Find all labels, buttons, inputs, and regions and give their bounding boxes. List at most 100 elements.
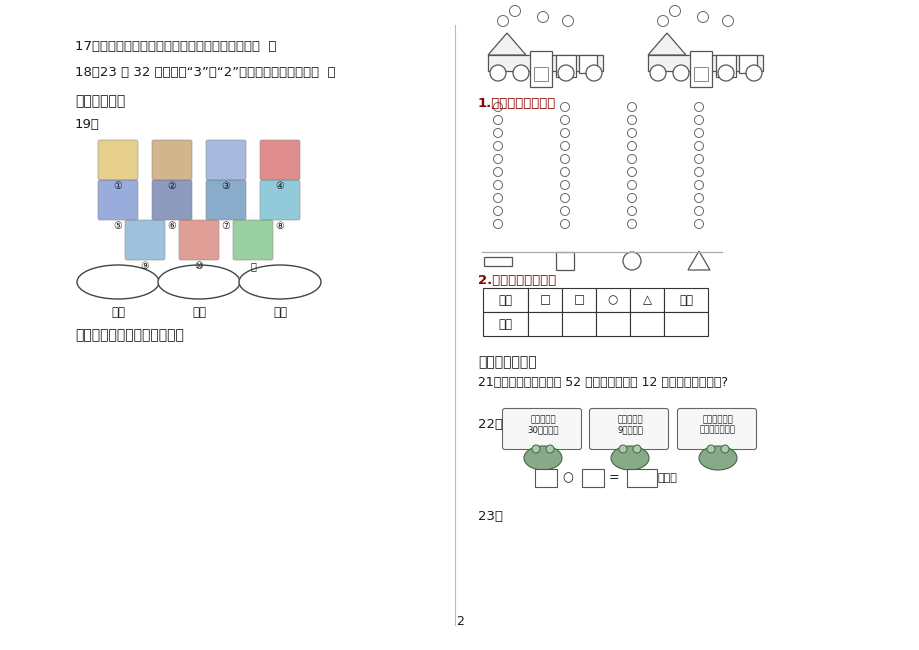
Text: 三、分一分。: 三、分一分。 — [75, 94, 125, 108]
Circle shape — [618, 445, 627, 453]
Circle shape — [697, 12, 708, 23]
Circle shape — [650, 65, 665, 81]
Circle shape — [562, 16, 573, 27]
Ellipse shape — [77, 265, 159, 299]
Circle shape — [509, 5, 520, 16]
Circle shape — [622, 252, 641, 270]
Circle shape — [627, 194, 636, 203]
Text: ⑩: ⑩ — [195, 261, 203, 271]
Circle shape — [694, 103, 703, 112]
Circle shape — [493, 129, 502, 138]
Ellipse shape — [524, 446, 562, 470]
Text: △: △ — [641, 294, 651, 307]
FancyBboxPatch shape — [676, 408, 755, 450]
Bar — [630, 312, 664, 336]
Circle shape — [627, 220, 636, 229]
Circle shape — [493, 103, 502, 112]
Circle shape — [694, 116, 703, 125]
Bar — [482, 288, 528, 312]
Circle shape — [493, 220, 502, 229]
FancyBboxPatch shape — [260, 180, 300, 220]
Circle shape — [627, 116, 636, 125]
Text: 四、你能整理下面的图形吗？: 四、你能整理下面的图形吗？ — [75, 328, 184, 342]
Circle shape — [560, 168, 569, 177]
Circle shape — [745, 65, 761, 81]
Circle shape — [694, 220, 703, 229]
Bar — [693, 67, 708, 81]
Text: 他们俩一共吃
了多少只害虫？: 他们俩一共吃 了多少只害虫？ — [699, 415, 735, 434]
Circle shape — [537, 12, 548, 23]
Circle shape — [627, 103, 636, 112]
Bar — [535, 469, 556, 487]
Circle shape — [493, 194, 502, 203]
Text: ⑥: ⑥ — [167, 221, 176, 231]
Bar — [738, 55, 756, 73]
Text: 玩具: 玩具 — [111, 306, 125, 319]
Circle shape — [560, 194, 569, 203]
Circle shape — [560, 116, 569, 125]
Circle shape — [493, 181, 502, 190]
Ellipse shape — [239, 265, 321, 299]
Text: （只）: （只） — [656, 473, 676, 483]
Circle shape — [632, 445, 641, 453]
Bar — [529, 51, 551, 87]
Circle shape — [493, 207, 502, 216]
Circle shape — [694, 207, 703, 216]
Text: 今天我吃了
9只害虫。: 今天我吃了 9只害虫。 — [617, 415, 642, 434]
Circle shape — [493, 116, 502, 125]
Text: 2: 2 — [456, 615, 463, 628]
Circle shape — [513, 65, 528, 81]
Bar — [482, 312, 528, 336]
Circle shape — [560, 207, 569, 216]
Text: ①: ① — [114, 181, 122, 191]
Bar — [689, 51, 711, 87]
Circle shape — [490, 65, 505, 81]
Circle shape — [706, 445, 714, 453]
FancyBboxPatch shape — [206, 180, 245, 220]
Circle shape — [545, 445, 553, 453]
Circle shape — [497, 16, 508, 27]
Circle shape — [694, 181, 703, 190]
Text: ⑧: ⑧ — [276, 221, 284, 231]
Bar — [555, 252, 573, 270]
Circle shape — [669, 5, 680, 16]
FancyBboxPatch shape — [206, 140, 245, 180]
Circle shape — [694, 155, 703, 164]
Circle shape — [560, 142, 569, 151]
Text: □: □ — [539, 294, 550, 307]
Text: 21、小雨和小雪共画了 52 朵花，小雨画了 12 朵，小雪画了几朵?: 21、小雨和小雪共画了 52 朵花，小雨画了 12 朵，小雪画了几朵? — [478, 376, 727, 389]
FancyBboxPatch shape — [179, 220, 219, 260]
Circle shape — [627, 155, 636, 164]
Bar — [664, 312, 708, 336]
Bar — [562, 312, 596, 336]
Text: 五、解决问题。: 五、解决问题。 — [478, 355, 536, 369]
Circle shape — [531, 445, 539, 453]
Circle shape — [694, 129, 703, 138]
Polygon shape — [687, 251, 709, 270]
Bar — [528, 312, 562, 336]
Bar — [483, 257, 512, 266]
FancyBboxPatch shape — [125, 220, 165, 260]
Circle shape — [627, 207, 636, 216]
Text: 18、23 和 32 都有数字“3”和“2”，所以它们一样大。（  ）: 18、23 和 32 都有数字“3”和“2”，所以它们一样大。（ ） — [75, 66, 335, 79]
Polygon shape — [487, 33, 526, 55]
Circle shape — [720, 445, 728, 453]
Circle shape — [673, 65, 688, 81]
FancyBboxPatch shape — [98, 180, 138, 220]
Circle shape — [560, 155, 569, 164]
Text: 衣服: 衣服 — [192, 306, 206, 319]
Circle shape — [694, 142, 703, 151]
Text: ②: ② — [167, 181, 176, 191]
FancyBboxPatch shape — [260, 140, 300, 180]
Bar — [562, 288, 596, 312]
Text: ③: ③ — [221, 181, 230, 191]
Bar — [528, 288, 562, 312]
Circle shape — [493, 155, 502, 164]
Text: ⑤: ⑤ — [114, 221, 122, 231]
Circle shape — [627, 129, 636, 138]
Bar — [596, 312, 630, 336]
Circle shape — [585, 65, 601, 81]
Text: 17、从左边起，第一位是个位，第二位是十位。（  ）: 17、从左边起，第一位是个位，第二位是十位。（ ） — [75, 40, 277, 53]
Text: 文具: 文具 — [273, 306, 287, 319]
FancyBboxPatch shape — [152, 140, 192, 180]
